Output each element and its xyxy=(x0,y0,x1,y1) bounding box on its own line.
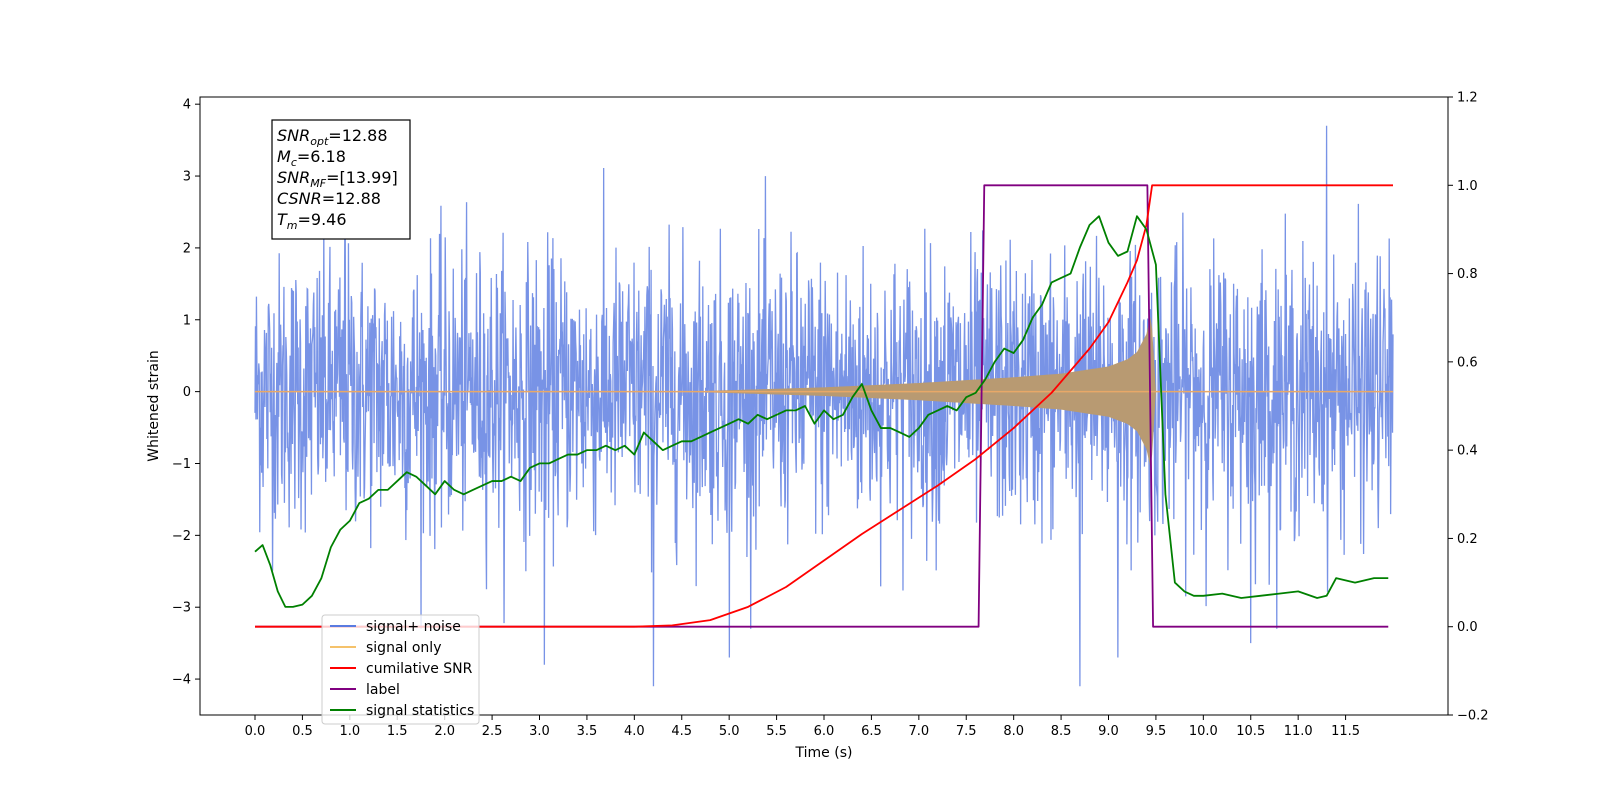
x-tick-label: 4.0 xyxy=(624,724,645,739)
x-tick-label: 10.0 xyxy=(1189,724,1218,739)
x-tick-label: 6.0 xyxy=(814,724,835,739)
x-tick-label: 11.5 xyxy=(1331,724,1360,739)
legend-label-signal-noise: signal+ noise xyxy=(366,619,461,635)
x-tick-label: 0.5 xyxy=(292,724,313,739)
y-axis-label: Whitened strain xyxy=(146,350,162,461)
y2-tick-label: 0.6 xyxy=(1457,355,1478,370)
series-signal-statistics-line xyxy=(254,215,1389,608)
legend-label-label: label xyxy=(366,682,400,698)
series-signal-noise-line xyxy=(254,125,1394,687)
y-tick-label: 2 xyxy=(183,241,191,256)
legend-label-signal-only: signal only xyxy=(366,640,441,656)
x-tick-label: 0.0 xyxy=(245,724,266,739)
x-tick-label: 4.5 xyxy=(671,724,692,739)
x-tick-label: 2.5 xyxy=(482,724,503,739)
series-cumilative-snr-line xyxy=(255,184,1393,628)
y-tick-label: 3 xyxy=(183,170,191,185)
y2-tick-label: −0.2 xyxy=(1457,709,1489,724)
x-tick-label: 8.0 xyxy=(1003,724,1024,739)
y2-tick-label: 0.0 xyxy=(1457,620,1478,635)
annotation-line: CSNR=12.88 xyxy=(277,189,381,208)
x-tick-label: 11.0 xyxy=(1284,724,1313,739)
x-tick-label: 10.5 xyxy=(1236,724,1265,739)
x-tick-label: 5.5 xyxy=(766,724,787,739)
legend-group: signal+ noise signal only cumilative SNR la… xyxy=(321,614,480,725)
x-tick-label: 5.0 xyxy=(719,724,740,739)
annotation-line: SNRMF=[13.99] xyxy=(277,168,398,190)
y2-tick-label: 1.0 xyxy=(1457,179,1478,194)
legend-box xyxy=(321,614,480,725)
y2-tick-label: 1.2 xyxy=(1457,91,1478,106)
x-tick-label: 3.0 xyxy=(529,724,550,739)
legend-label-cumilative-snr: cumilative SNR xyxy=(366,661,473,677)
x-tick-label: 7.0 xyxy=(908,724,929,739)
y2-tick-label: 0.2 xyxy=(1457,532,1478,547)
x-tick-label: 6.5 xyxy=(861,724,882,739)
x-tick-label: 1.0 xyxy=(339,724,360,739)
series-label-line xyxy=(255,184,1389,628)
annotation-line: Mc=6.18 xyxy=(277,147,346,169)
y-tick-label: 4 xyxy=(183,98,191,113)
series-signal-noise-group xyxy=(254,125,1394,687)
y-tick-label: −2 xyxy=(172,529,191,544)
y-tick-label: −3 xyxy=(172,601,191,616)
x-tick-label: 7.5 xyxy=(956,724,977,739)
annotation-line: SNRopt=12.88 xyxy=(277,126,388,148)
x-axis-label: Time (s) xyxy=(795,745,853,761)
x-tick-label: 2.0 xyxy=(434,724,455,739)
x-tick-label: 1.5 xyxy=(387,724,408,739)
y2-tick-label: 0.4 xyxy=(1457,444,1478,459)
legend-label-signal-statistics: signal statistics xyxy=(366,703,474,719)
x-tick-label: 9.5 xyxy=(1146,724,1167,739)
x-tick-label: 8.5 xyxy=(1051,724,1072,739)
annotation-box xyxy=(271,119,411,240)
series-signal-only-group xyxy=(255,316,1393,467)
y2-tick-label: 0.8 xyxy=(1457,267,1478,282)
axes-group: 0.0 0.5 1.0 1.5 2.0 2.5 3.0 3.5 4.0 4.5 5.0 5.5 6.0 6… xyxy=(146,91,1489,762)
y-tick-label: 0 xyxy=(183,385,191,400)
annotation-line: Tm=9.46 xyxy=(277,210,347,232)
y-tick-label: −1 xyxy=(172,457,191,472)
annotation-group: SNRopt=12.88Mc=6.18SNRMF=[13.99]CSNR=12.… xyxy=(271,119,411,240)
y-tick-label: 1 xyxy=(183,313,191,328)
x-tick-label: 3.5 xyxy=(577,724,598,739)
series-lines-group xyxy=(254,184,1393,628)
y-tick-label: −4 xyxy=(172,673,191,688)
x-tick-label: 9.0 xyxy=(1098,724,1119,739)
